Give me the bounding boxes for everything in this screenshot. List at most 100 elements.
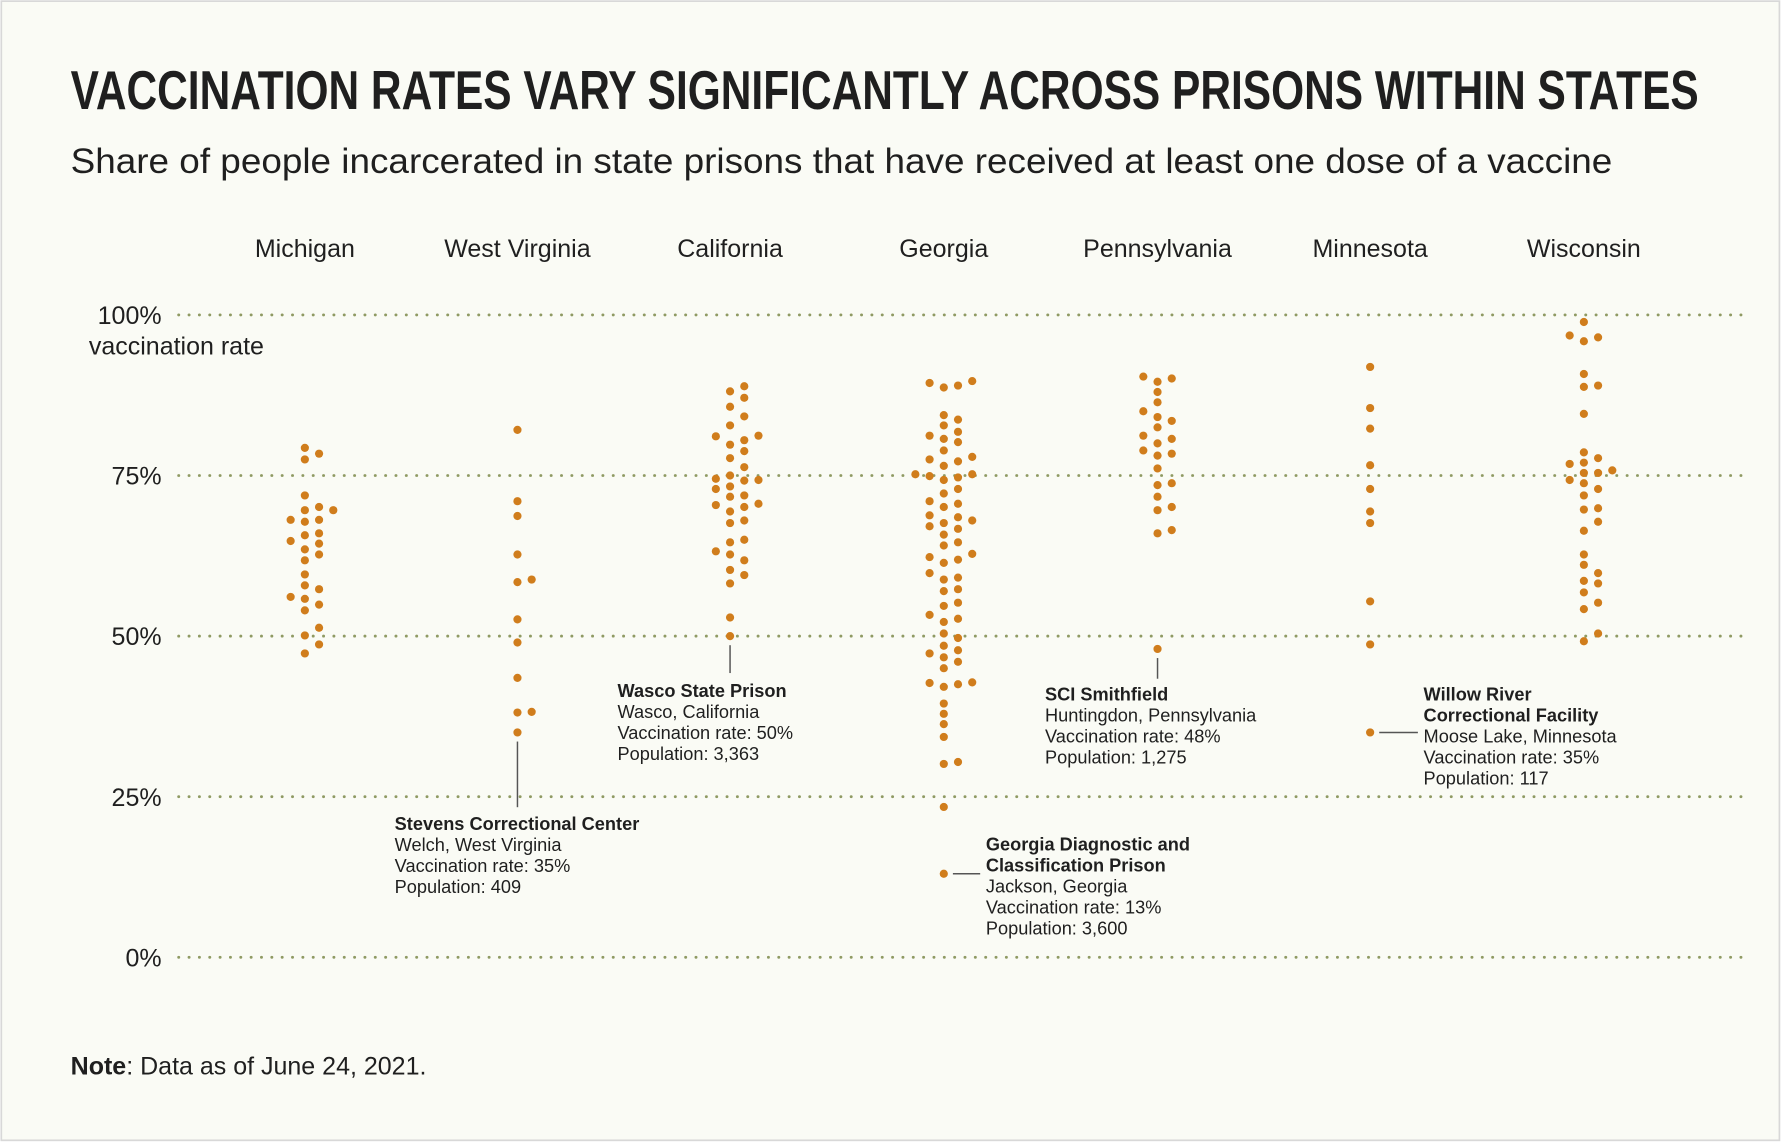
data-point xyxy=(300,594,309,603)
annotation-title: Wasco State Prison xyxy=(618,681,787,701)
data-point xyxy=(953,757,963,767)
data-point xyxy=(1608,466,1617,475)
data-point xyxy=(1366,728,1375,737)
data-point xyxy=(925,552,934,562)
data-point xyxy=(925,472,934,481)
data-point xyxy=(1593,517,1603,526)
data-point xyxy=(939,461,948,470)
data-point xyxy=(1366,597,1375,606)
data-point xyxy=(968,678,977,687)
data-point xyxy=(1153,481,1162,490)
data-point xyxy=(513,673,522,682)
data-point xyxy=(1579,550,1588,559)
data-point xyxy=(939,530,948,539)
data-point xyxy=(1579,409,1588,418)
data-point xyxy=(968,376,977,386)
data-point xyxy=(300,443,309,452)
annotation-text: Vaccination rate: 35% xyxy=(1424,747,1600,767)
data-point xyxy=(1579,526,1588,535)
data-point xyxy=(314,550,324,559)
data-point xyxy=(953,457,963,466)
data-point xyxy=(300,531,309,540)
data-point xyxy=(1565,331,1574,340)
data-point xyxy=(1593,504,1603,513)
data-point xyxy=(300,506,309,515)
data-point xyxy=(1565,475,1574,485)
data-point xyxy=(513,615,522,624)
data-point xyxy=(725,421,735,430)
data-point xyxy=(740,491,749,500)
data-point xyxy=(754,475,763,485)
data-point xyxy=(314,585,324,594)
annotation-title: Georgia Diagnostic and xyxy=(986,834,1190,854)
column-label: Wisconsin xyxy=(1527,235,1641,263)
data-point xyxy=(740,516,749,525)
data-point xyxy=(953,427,963,436)
data-point xyxy=(1579,505,1588,514)
annotation-text: Population: 117 xyxy=(1424,768,1549,788)
data-point xyxy=(725,579,735,588)
data-point xyxy=(300,606,309,615)
y-tick-label: 0% xyxy=(125,944,161,972)
y-tick-label: 25% xyxy=(112,784,162,812)
data-point xyxy=(925,378,934,388)
annotation-text: Vaccination rate: 13% xyxy=(986,898,1162,918)
data-point xyxy=(925,522,934,531)
data-point xyxy=(740,570,749,580)
data-point xyxy=(939,653,948,662)
data-point xyxy=(1153,506,1162,515)
y-tick-label: 100% xyxy=(98,302,162,330)
chart-subtitle: Share of people incarcerated in state pr… xyxy=(71,142,1613,181)
annotation-text: Wasco, California xyxy=(618,702,761,722)
data-point xyxy=(953,633,963,643)
data-point xyxy=(925,511,934,520)
data-point xyxy=(1366,507,1375,516)
data-point xyxy=(1579,317,1588,327)
data-point xyxy=(300,570,309,579)
data-point xyxy=(939,601,948,611)
data-point xyxy=(740,393,749,402)
data-point xyxy=(1167,416,1176,426)
data-point xyxy=(300,581,309,590)
data-point xyxy=(725,538,735,547)
data-point xyxy=(953,573,963,582)
data-point xyxy=(1366,518,1375,528)
data-point xyxy=(725,550,735,559)
y-axis-label: vaccination rate xyxy=(89,333,264,361)
data-point xyxy=(1153,412,1162,422)
data-point xyxy=(925,678,934,688)
annotation-title: Classification Prison xyxy=(986,855,1166,875)
data-point xyxy=(1366,362,1375,372)
data-point xyxy=(1167,479,1176,488)
data-point xyxy=(300,545,309,554)
data-point xyxy=(300,517,309,526)
data-point xyxy=(1593,484,1603,494)
data-point xyxy=(968,549,977,558)
data-point xyxy=(953,555,963,564)
data-point xyxy=(754,431,763,440)
data-point xyxy=(513,550,522,559)
data-point xyxy=(1139,372,1148,381)
annotation-text: Jackson, Georgia xyxy=(986,876,1128,896)
data-point xyxy=(1579,382,1588,391)
data-point xyxy=(939,732,948,742)
data-point xyxy=(925,649,934,658)
data-point xyxy=(1579,468,1588,478)
annotation-text: Population: 409 xyxy=(395,877,521,897)
data-point xyxy=(300,455,309,464)
data-point xyxy=(1153,492,1162,501)
annotation-title: Correctional Facility xyxy=(1424,705,1600,725)
data-point xyxy=(925,497,934,506)
data-point xyxy=(513,578,522,587)
data-point xyxy=(1593,333,1603,342)
data-point xyxy=(939,421,948,430)
data-point xyxy=(939,383,948,392)
data-point xyxy=(1579,369,1588,379)
data-point xyxy=(939,541,948,550)
data-point xyxy=(1153,387,1162,397)
data-point xyxy=(939,709,948,718)
annotation-text: Huntingdon, Pennsylvania xyxy=(1045,705,1257,725)
data-point xyxy=(740,382,749,391)
data-point xyxy=(513,497,522,506)
